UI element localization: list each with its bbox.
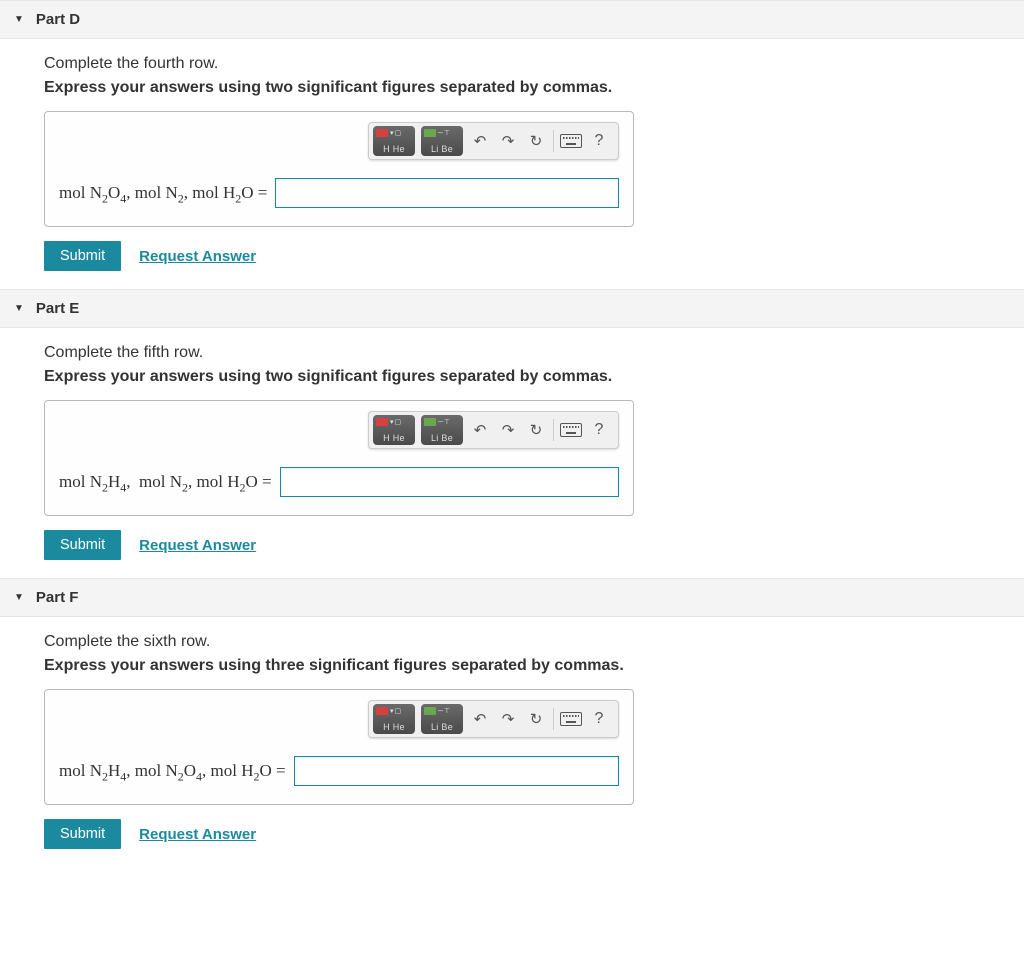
part-title: Part E — [36, 300, 79, 317]
reset-icon[interactable]: ↻ — [525, 707, 547, 731]
answer-input[interactable] — [280, 467, 619, 497]
help-icon[interactable]: ? — [588, 418, 610, 442]
answer-label: mol N2O4, mol N2, mol H2O = — [59, 183, 267, 203]
part-title: Part D — [36, 11, 80, 28]
prompt-instructions: Express your answers using three signifi… — [44, 657, 1024, 675]
submit-button[interactable]: Submit — [44, 241, 121, 271]
keyboard-icon[interactable] — [560, 418, 582, 442]
prompt-text: Complete the fifth row. — [44, 344, 1024, 362]
periodic-table-button-1[interactable]: ▾ ▢ H He — [373, 415, 415, 445]
undo-icon[interactable]: ↶ — [469, 129, 491, 153]
toolbar-separator — [553, 419, 554, 441]
equation-toolbar: ▾ ▢ H He ─ ⊤ Li Be ↶ ↷ ↻ ? — [368, 700, 619, 738]
reset-icon[interactable]: ↻ — [525, 418, 547, 442]
help-icon[interactable]: ? — [588, 707, 610, 731]
request-answer-link[interactable]: Request Answer — [139, 248, 256, 265]
periodic-table-button-1[interactable]: ▾ ▢ H He — [373, 704, 415, 734]
help-icon[interactable]: ? — [588, 129, 610, 153]
answer-label: mol N2H4, mol N2O4, mol H2O = — [59, 761, 286, 781]
equation-toolbar: ▾ ▢ H He ─ ⊤ Li Be ↶ ↷ ↻ ? — [368, 122, 619, 160]
keyboard-icon[interactable] — [560, 129, 582, 153]
collapse-caret-icon: ▼ — [14, 303, 24, 314]
part-title: Part F — [36, 589, 79, 606]
redo-icon[interactable]: ↷ — [497, 129, 519, 153]
answer-card: ▾ ▢ H He ─ ⊤ Li Be ↶ ↷ ↻ ? mol N2H4, mol… — [44, 400, 634, 516]
keyboard-icon[interactable] — [560, 707, 582, 731]
collapse-caret-icon: ▼ — [14, 14, 24, 25]
part-header-f[interactable]: ▼ Part F — [0, 578, 1024, 617]
toolbar-separator — [553, 130, 554, 152]
undo-icon[interactable]: ↶ — [469, 707, 491, 731]
periodic-table-button-2[interactable]: ─ ⊤ Li Be — [421, 704, 463, 734]
answer-label: mol N2H4, mol N2, mol H2O = — [59, 472, 272, 492]
redo-icon[interactable]: ↷ — [497, 707, 519, 731]
periodic-table-button-2[interactable]: ─ ⊤ Li Be — [421, 415, 463, 445]
undo-icon[interactable]: ↶ — [469, 418, 491, 442]
part-header-e[interactable]: ▼ Part E — [0, 289, 1024, 328]
request-answer-link[interactable]: Request Answer — [139, 826, 256, 843]
redo-icon[interactable]: ↷ — [497, 418, 519, 442]
request-answer-link[interactable]: Request Answer — [139, 537, 256, 554]
prompt-instructions: Express your answers using two significa… — [44, 79, 1024, 97]
submit-button[interactable]: Submit — [44, 819, 121, 849]
answer-input[interactable] — [294, 756, 619, 786]
submit-button[interactable]: Submit — [44, 530, 121, 560]
answer-card: ▾ ▢ H He ─ ⊤ Li Be ↶ ↷ ↻ ? mol N2O4, mol… — [44, 111, 634, 227]
prompt-text: Complete the sixth row. — [44, 633, 1024, 651]
answer-card: ▾ ▢ H He ─ ⊤ Li Be ↶ ↷ ↻ ? mol N2H4, mol… — [44, 689, 634, 805]
toolbar-separator — [553, 708, 554, 730]
periodic-table-button-1[interactable]: ▾ ▢ H He — [373, 126, 415, 156]
answer-input[interactable] — [275, 178, 619, 208]
prompt-text: Complete the fourth row. — [44, 55, 1024, 73]
periodic-table-button-2[interactable]: ─ ⊤ Li Be — [421, 126, 463, 156]
part-header-d[interactable]: ▼ Part D — [0, 0, 1024, 39]
prompt-instructions: Express your answers using two significa… — [44, 368, 1024, 386]
collapse-caret-icon: ▼ — [14, 592, 24, 603]
equation-toolbar: ▾ ▢ H He ─ ⊤ Li Be ↶ ↷ ↻ ? — [368, 411, 619, 449]
reset-icon[interactable]: ↻ — [525, 129, 547, 153]
